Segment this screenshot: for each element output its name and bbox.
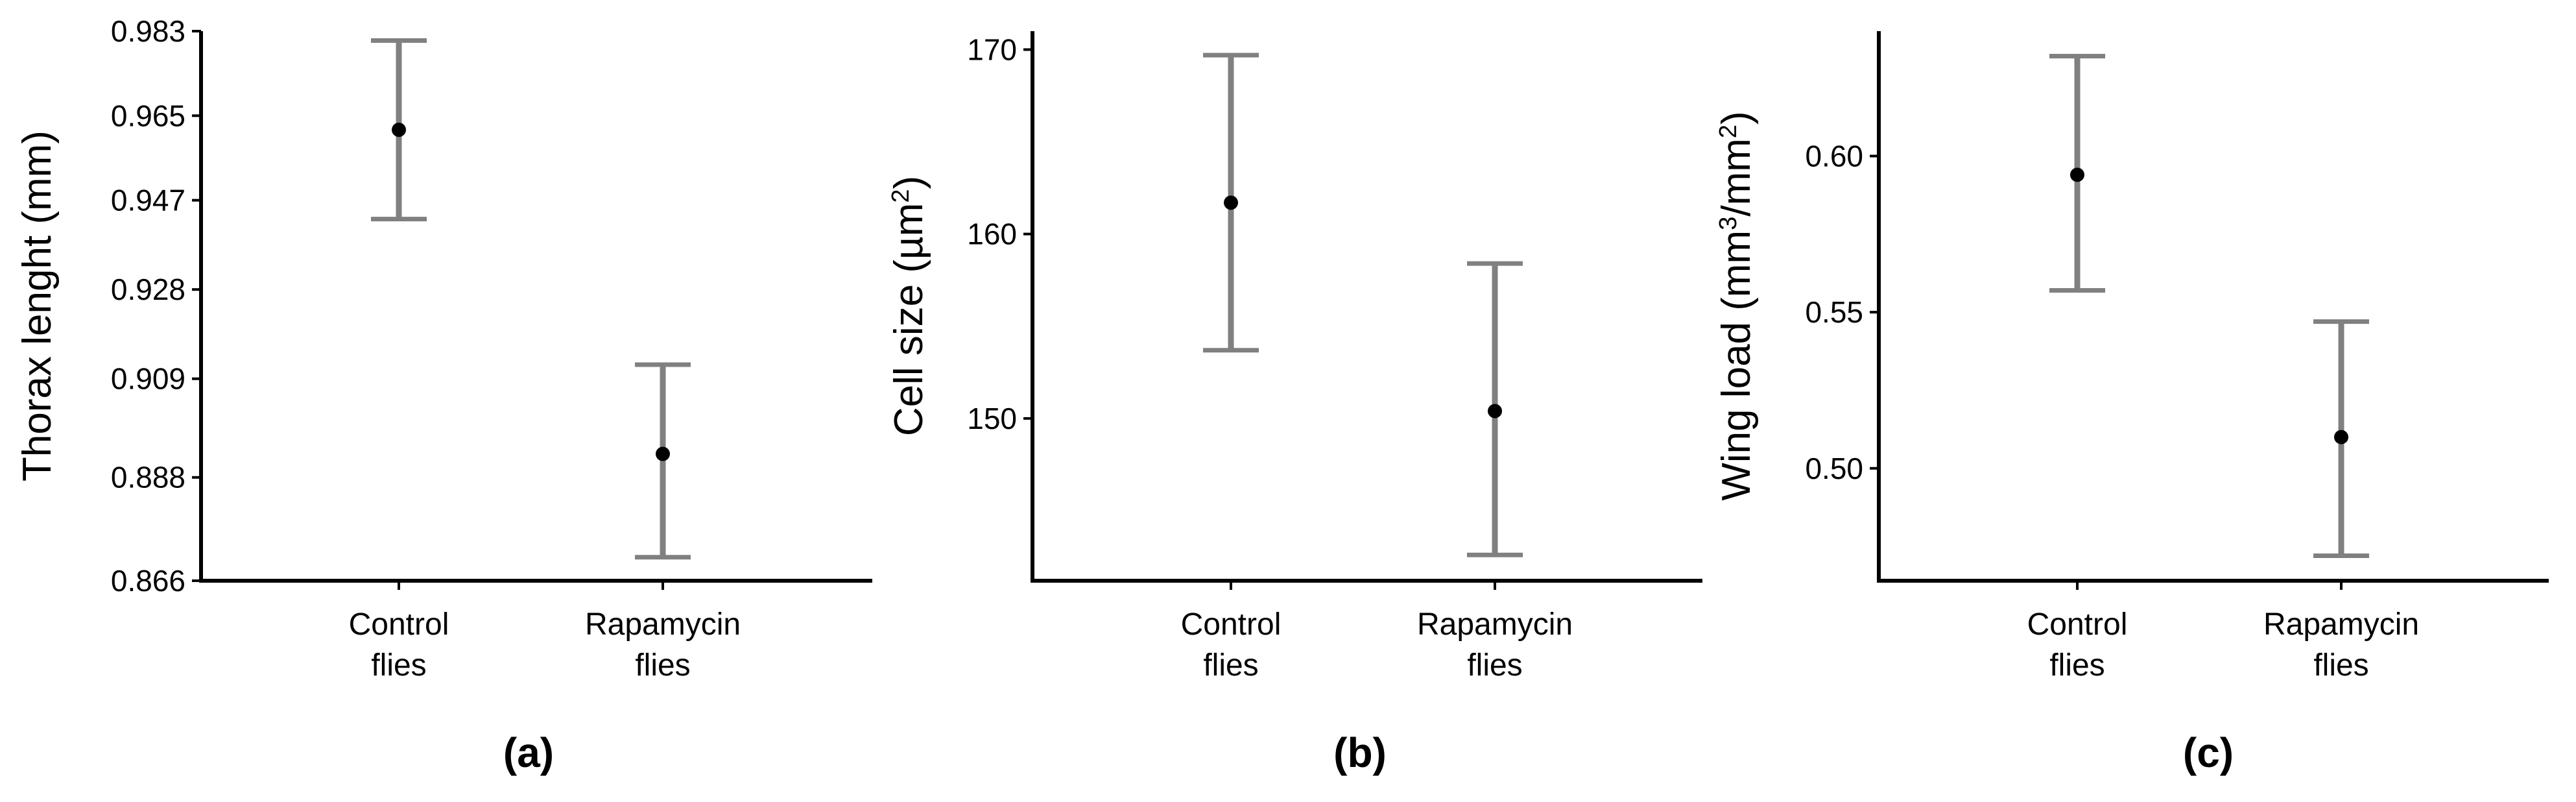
y-tick-label: 0.866	[111, 564, 185, 598]
x-tick-label: Rapamycin	[2263, 607, 2419, 642]
mean-point	[392, 123, 406, 138]
mean-point	[2070, 167, 2084, 182]
x-tick-label: Rapamycin	[585, 607, 741, 642]
x-tick-label: flies	[635, 648, 690, 683]
y-tick-label: 0.888	[111, 461, 185, 494]
y-tick-label: 160	[967, 217, 1017, 251]
x-tick-label: flies	[2049, 648, 2105, 683]
x-tick-label: Control	[349, 607, 449, 642]
x-tick-label: flies	[1467, 648, 1522, 683]
y-tick-label: 0.909	[111, 362, 185, 396]
y-tick-label: 0.50	[1805, 452, 1863, 485]
y-tick-label: 0.55	[1805, 295, 1863, 329]
y-tick-label: 0.965	[111, 99, 185, 132]
y-axis-title: Thorax lenght (mm)	[15, 130, 60, 481]
panel-label: (a)	[503, 729, 554, 776]
x-tick-label: flies	[2313, 648, 2368, 683]
mean-point	[1488, 404, 1502, 419]
chart-panel-1: 0.866 0.888 0.909 0.928 0.947 0.965 0.983 Contr…	[15, 14, 872, 776]
y-tick-label: 0.60	[1805, 140, 1863, 173]
x-tick-label: Control	[2027, 607, 2128, 642]
chart-panel-3: 0.50 0.55 0.60 Control flies Rapamycin flies Wi…	[1714, 31, 2549, 776]
y-tick-label: 170	[967, 32, 1017, 66]
x-tick-label: flies	[371, 648, 426, 683]
panel-label: (b)	[1333, 729, 1387, 776]
y-tick-label: 0.928	[111, 273, 185, 306]
mean-point	[656, 446, 670, 461]
chart-panel-2: 150 160 170 Control flies Rapamycin flies Cell …	[887, 31, 1702, 776]
y-tick-label: 0.947	[111, 184, 185, 217]
x-tick-label: Rapamycin	[1417, 607, 1573, 642]
y-tick-label: 0.983	[111, 14, 185, 48]
y-tick-label: 150	[967, 402, 1017, 435]
mean-point	[1224, 195, 1238, 210]
mean-point	[2334, 430, 2348, 444]
x-tick-label: Control	[1181, 607, 1282, 642]
x-tick-label: flies	[1203, 648, 1258, 683]
y-axis-title: Wing load (mm3/mm2)	[1714, 111, 1759, 500]
y-axis-title: Cell size (µm2)	[887, 176, 931, 436]
panel-label: (c)	[2183, 729, 2234, 776]
